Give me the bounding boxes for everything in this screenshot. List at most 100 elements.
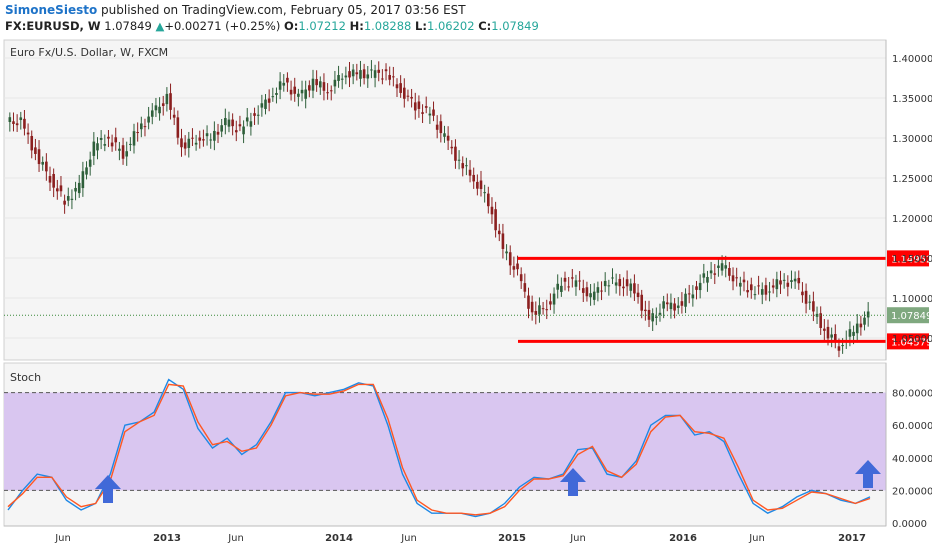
candle-body	[490, 206, 494, 215]
candle-body	[140, 123, 143, 130]
candle-body	[523, 283, 527, 292]
price-pane[interactable]	[3, 39, 887, 361]
candle-body	[771, 285, 775, 288]
candle-body	[337, 75, 340, 81]
candle-body	[435, 124, 439, 130]
candle-body	[253, 113, 256, 116]
candle-body	[687, 293, 691, 295]
x-tick-label: 2015	[498, 533, 526, 544]
candle-body	[432, 109, 435, 116]
candle-body	[213, 130, 216, 141]
candle-body	[147, 116, 150, 123]
candle-body	[143, 126, 147, 128]
candle-body	[505, 251, 508, 254]
candle-body	[823, 328, 826, 331]
candle-body	[59, 185, 63, 192]
candle-body	[669, 302, 673, 310]
candle-body	[359, 70, 362, 79]
candle-body	[830, 334, 833, 338]
candle-body	[428, 113, 432, 116]
candle-body	[154, 105, 158, 111]
candle-body	[348, 71, 351, 78]
candle-body	[651, 313, 654, 322]
x-tick-label: 2014	[325, 533, 353, 544]
candle-body	[519, 274, 523, 282]
x-tick-label: Jun	[748, 533, 765, 544]
candle-body	[578, 280, 581, 282]
candle-body	[242, 126, 245, 135]
candle-body	[571, 277, 574, 279]
candle-body	[362, 69, 366, 79]
candle-body	[85, 167, 88, 175]
candle-body	[81, 171, 85, 189]
candle-body	[834, 334, 837, 341]
stoch-tick-label: 20.0000	[892, 486, 932, 497]
candle-body	[172, 114, 176, 118]
price-tick-label: 1.15000	[892, 254, 932, 265]
candle-body	[439, 121, 443, 134]
close-label: C:	[478, 19, 492, 33]
candle-body	[636, 292, 640, 298]
author-link[interactable]: SimoneSiesto	[5, 3, 98, 17]
candle-body	[264, 99, 267, 109]
candle-body	[66, 196, 70, 201]
candle-body	[516, 263, 519, 270]
high-value: 1.08288	[363, 19, 412, 33]
candle-body	[541, 308, 545, 310]
candle-body	[753, 294, 757, 296]
candle-body	[497, 230, 501, 235]
candle-body	[63, 200, 66, 205]
candle-body	[768, 291, 771, 293]
candle-body	[326, 92, 329, 94]
candle-body	[673, 303, 676, 311]
candle-body	[808, 301, 812, 303]
candle-body	[45, 161, 48, 172]
candle-body	[629, 283, 633, 291]
candle-body	[410, 96, 413, 99]
candle-body	[786, 282, 790, 287]
candle-body	[209, 139, 213, 141]
symbol-label: FX:EURUSD, W	[5, 19, 101, 33]
candle-body	[450, 146, 454, 149]
candle-body	[611, 277, 614, 279]
candle-body	[676, 305, 680, 308]
candle-body	[234, 130, 238, 133]
candle-body	[297, 93, 300, 97]
level-price-tag	[887, 250, 929, 267]
candle-body	[333, 79, 337, 87]
candle-body	[567, 286, 570, 288]
open-label: O:	[283, 19, 299, 33]
candle-body	[790, 280, 793, 282]
candle-body	[121, 145, 125, 159]
candle-body	[662, 301, 665, 309]
candle-body	[793, 278, 797, 282]
candle-body	[293, 86, 297, 94]
candle-body	[483, 192, 486, 194]
x-tick-label: Jun	[227, 533, 244, 544]
candle-body	[413, 102, 417, 111]
candle-body	[461, 163, 465, 169]
candle-body	[421, 112, 424, 114]
candle-body	[267, 98, 271, 103]
candle-body	[476, 181, 479, 189]
up-arrow-icon	[95, 475, 121, 503]
candle-body	[355, 72, 359, 75]
candle-body	[534, 311, 538, 315]
stoch-tick-label: 40.0000	[892, 454, 932, 465]
ohlc-header: FX:EURUSD, W 1.07849 ▲+0.00271 (+0.25%) …	[5, 19, 539, 33]
candle-body	[487, 193, 490, 207]
candle-body	[169, 93, 172, 110]
candle-body	[852, 331, 855, 336]
candle-body	[655, 316, 658, 318]
chart-canvas[interactable]: Euro Fx/U.S. Dollar, W, FXCM 1.07849 1.14…	[0, 38, 932, 550]
candle-body	[406, 95, 410, 97]
candle-body	[764, 285, 768, 295]
candle-body	[749, 284, 753, 291]
candle-body	[508, 252, 512, 266]
candle-body	[322, 82, 326, 91]
candle-body	[739, 282, 742, 287]
price-tick-label: 1.30000	[892, 134, 932, 145]
candle-body	[96, 143, 99, 151]
candle-body	[691, 294, 695, 299]
candle-body	[589, 293, 592, 298]
